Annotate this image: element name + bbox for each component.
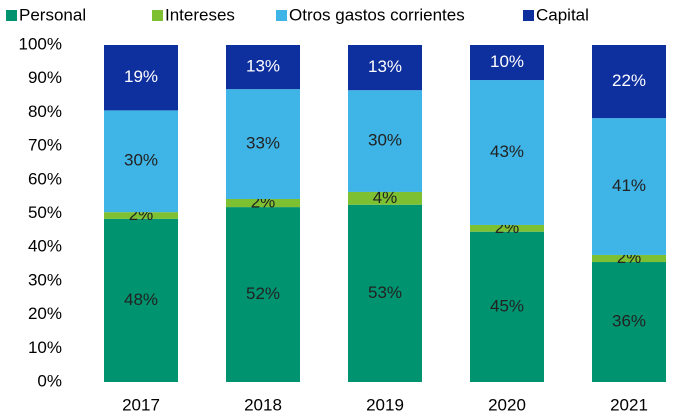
data-label: 48% <box>124 290 158 309</box>
bar-segment <box>348 45 422 91</box>
bar-segment <box>104 218 178 382</box>
y-tick-label: 40% <box>28 237 62 256</box>
bar-segment <box>592 118 666 255</box>
y-tick-label: 60% <box>28 169 62 188</box>
data-label: 22% <box>612 71 646 90</box>
bar-segment <box>226 207 300 382</box>
y-tick-label: 50% <box>28 203 62 222</box>
y-tick-label: 20% <box>28 304 62 323</box>
bar-segment <box>592 254 666 263</box>
data-label: 10% <box>490 52 524 71</box>
y-tick-label: 70% <box>28 136 62 155</box>
bar-segment <box>104 45 178 111</box>
bar-segment <box>226 199 300 208</box>
bar-segment <box>592 45 666 119</box>
bar-segment <box>470 231 544 382</box>
data-label: 33% <box>246 134 280 153</box>
bar-segment <box>348 191 422 205</box>
bar-segment <box>470 80 544 225</box>
legend-marker <box>276 10 287 21</box>
data-label: 43% <box>490 142 524 161</box>
y-tick-label: 80% <box>28 102 62 121</box>
y-tick-label: 100% <box>19 34 62 53</box>
bar-segment <box>470 224 544 232</box>
bar-segment <box>104 110 178 213</box>
data-label: 30% <box>368 131 402 150</box>
data-label: 52% <box>246 284 280 303</box>
y-tick-label: 0% <box>37 371 62 390</box>
bar-segment <box>226 45 300 90</box>
x-tick-label: 2017 <box>122 395 160 414</box>
y-tick-label: 30% <box>28 270 62 289</box>
data-label: 30% <box>124 151 158 170</box>
data-label: 45% <box>490 296 524 315</box>
data-label: 41% <box>612 176 646 195</box>
legend-marker <box>523 10 534 21</box>
data-label: 13% <box>246 57 280 76</box>
legend-marker <box>6 10 17 21</box>
data-label: 36% <box>612 311 646 330</box>
y-tick-label: 10% <box>28 338 62 357</box>
x-tick-label: 2021 <box>610 395 648 414</box>
legend-label: Personal <box>19 5 86 24</box>
legend-label: Otros gastos corrientes <box>289 5 465 24</box>
data-label: 13% <box>368 57 402 76</box>
bar-segment <box>348 204 422 382</box>
bar-segment <box>226 89 300 200</box>
legend-label: Intereses <box>165 5 235 24</box>
bar-segment <box>470 45 544 81</box>
bar-segment <box>592 262 666 382</box>
x-tick-label: 2019 <box>366 395 404 414</box>
data-label: 53% <box>368 283 402 302</box>
legend-marker <box>152 10 163 21</box>
data-label: 19% <box>124 67 158 86</box>
x-tick-label: 2020 <box>488 395 526 414</box>
data-label: 4% <box>373 188 398 207</box>
legend-label: Capital <box>536 5 589 24</box>
y-tick-label: 90% <box>28 68 62 87</box>
bar-segment <box>104 212 178 219</box>
x-tick-label: 2018 <box>244 395 282 414</box>
bar-segment <box>348 90 422 192</box>
